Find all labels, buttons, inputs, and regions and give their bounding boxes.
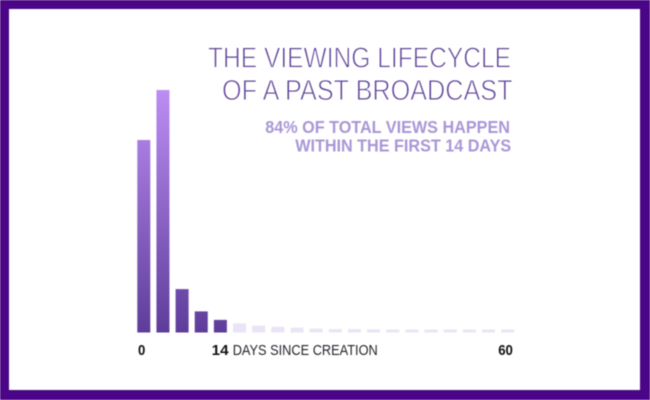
svg-text:DAYS SINCE CREATION: DAYS SINCE CREATION <box>233 342 378 359</box>
svg-text:OF A PAST BROADCAST: OF A PAST BROADCAST <box>222 75 513 107</box>
svg-text:THE VIEWING LIFECYCLE: THE VIEWING LIFECYCLE <box>208 42 511 74</box>
svg-text:0: 0 <box>138 342 145 359</box>
svg-text:WITHIN THE FIRST 14 DAYS: WITHIN THE FIRST 14 DAYS <box>295 136 511 156</box>
svg-text:84% OF TOTAL VIEWS HAPPEN: 84% OF TOTAL VIEWS HAPPEN <box>265 117 510 137</box>
svg-text:14: 14 <box>212 342 230 359</box>
svg-text:60: 60 <box>498 342 513 359</box>
